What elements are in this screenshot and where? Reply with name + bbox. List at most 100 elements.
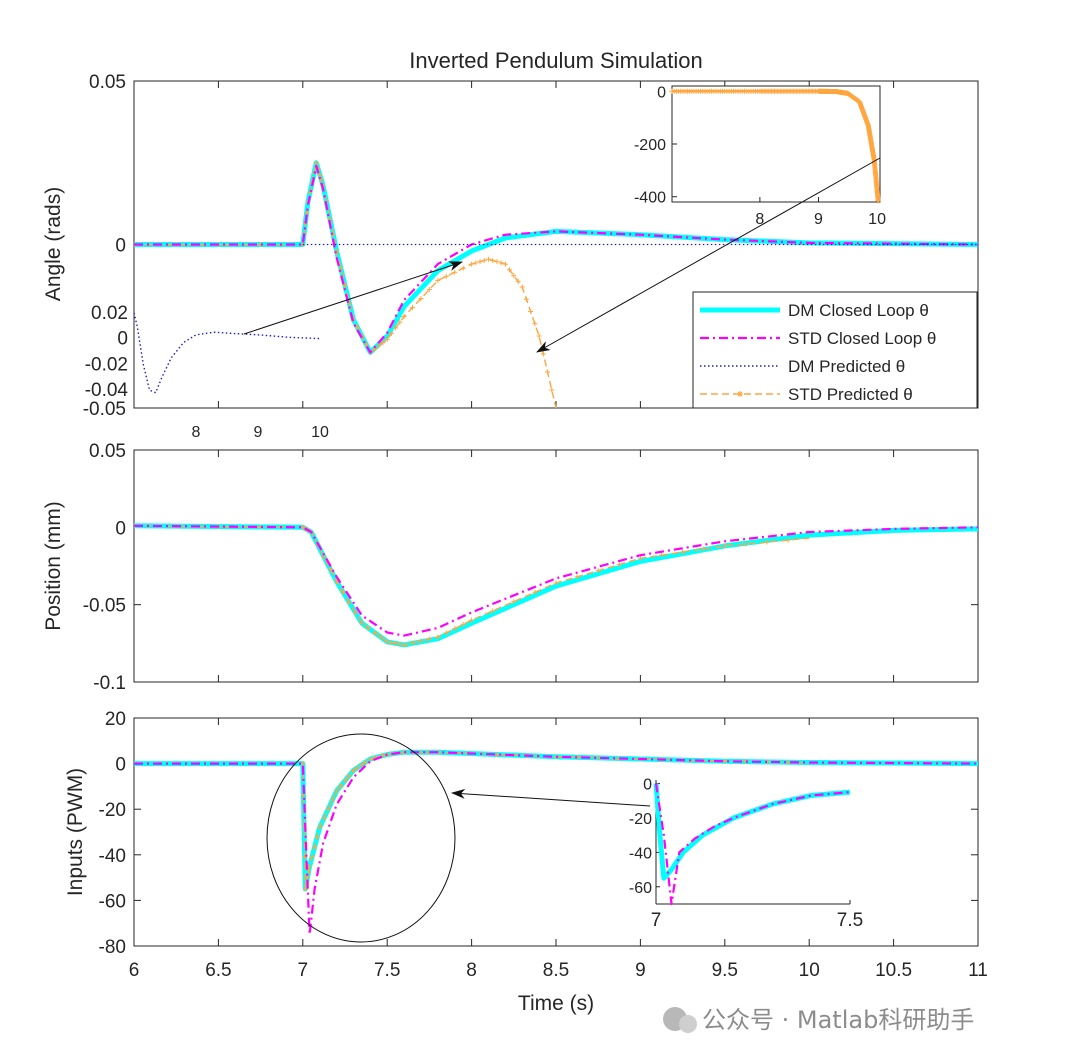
inputs-ytick-label: -40 [99,846,126,867]
angle-ylabel: Angle (rads) [42,187,65,301]
angle-std-predicted-line-marker [388,331,394,337]
angle-series-group [134,160,978,408]
inputs-std-predicted-line-marker [321,815,327,821]
inputs-std-predicted-line-marker [325,806,331,812]
x-tick-label: 8.5 [543,960,569,981]
angle-inset-xtick-label: 9 [814,211,823,228]
legend-label-dm_pred: DM Predicted θ [788,357,905,376]
angle-arrow-std [536,157,881,353]
position-std-predicted-line-marker [378,634,384,640]
angle-std-predicted-line-marker [477,259,483,265]
inputs-std-predicted-line-marker [785,759,791,765]
inputs-std-predicted-line-marker [494,751,500,757]
inputs-std-predicted-line-marker [302,886,308,892]
angle-std-predicted-line-marker [523,296,529,302]
angle-std-predicted-line-marker [515,278,521,284]
inputs-std-predicted-line-marker [300,761,306,767]
x-tick-label: 7 [298,960,309,981]
angle-std-predicted-line-marker [485,256,491,262]
angle-inset-std-predicted-line-markers [669,88,881,204]
position-std-predicted-line-marker [384,639,390,645]
inputs-std-predicted-line-marker [595,755,601,761]
angle-std-predicted-line-marker [481,257,487,263]
inputs-ytick-label: 0 [115,755,126,776]
inputs-std-predicted-line-marker [342,778,348,784]
inputs-std-predicted-line-marker [359,762,365,768]
legend-label-std_closed: STD Closed Loop θ [788,329,936,348]
angle-std-predicted-line-marker [342,282,348,288]
legend-marker-std-pred [737,391,743,397]
position-std-predicted-line-marker [327,566,333,572]
inputs-std-predicted-line-marker [355,765,361,771]
angle-std-predicted-line-marker [528,309,534,315]
angle-std-predicted-line-marker [536,333,542,339]
inputs-arrow [451,788,651,807]
angle-dm-predicted-inset-line [133,312,321,394]
inputs-inset-std-line [654,783,851,906]
angle-inset-series [669,88,881,204]
position-std-predicted-line-marker [426,636,432,642]
x-tick-label: 10.5 [875,960,912,981]
position-ytick-label: 0 [115,518,126,539]
inputs-zoom-circle [266,733,456,943]
inputs-std-predicted-line-marker [722,758,728,764]
position-std-predicted-line-marker [397,641,403,647]
position-std-predicted-line-marker [353,610,359,616]
inputs-std-predicted-line-marker [350,767,356,773]
legend-label-dm_closed: DM Closed Loop θ [788,301,929,320]
x-tick-label: 6.5 [205,960,231,981]
position-std-predicted-line-marker [393,640,399,646]
inputs-ytick-label: -20 [99,800,126,821]
x-tick-label: 10 [799,960,820,981]
angle-std-predicted-line-marker [313,160,319,166]
position-std-predicted-line-marker [452,626,458,632]
x-tick-label: 11 [968,960,988,981]
angle-inset-ytick-label: -400 [634,190,666,207]
inputs-inset-ytick-label: -60 [629,880,652,897]
angle-std-predicted-line-marker [363,341,369,347]
inputs-std-predicted-line-marker [367,756,373,762]
angle-ytick-label: -0.05 [83,399,126,420]
angle-arrow-dm [243,261,463,335]
angle-std-predicted-line-marker [443,273,449,279]
angle-std-predicted-line-marker [401,313,407,319]
position-std-predicted-line-marker [616,561,622,567]
angle-std-predicted-line-marker [384,336,390,342]
angle-std-predicted-line-marker [498,260,504,266]
inputs-ytick-label: 20 [105,709,126,730]
angle-std-predicted-line-marker [494,259,500,265]
position-std-predicted-line-marker [334,578,340,584]
inputs-std-predicted-line-marker [329,797,335,803]
position-ytick-label: 0.05 [89,441,126,462]
angle-inset-xtick-label: 8 [755,211,764,228]
angle-std-predicted-line-marker [418,295,424,301]
angle-std-predicted-line-marker [507,267,513,273]
position-series-group [134,523,978,648]
inputs-ytick-label: -80 [99,937,126,958]
inputs-inset-ytick-label: -40 [629,845,652,862]
angle-std-predicted-line-marker [490,257,496,263]
position-std-predicted-line-marker [511,599,517,605]
inputs-std-closed-line [134,751,978,936]
angle-dm-inset-xtick-label: 10 [311,424,329,441]
position-std-predicted-line-marker [443,630,449,636]
position-ytick-label: -0.1 [93,673,126,694]
angle-std-predicted-line-marker [410,304,416,310]
angle-std-predicted-line-marker [426,286,432,292]
inputs-std-predicted-line-marker [302,855,308,861]
inputs-std-predicted-line-marker [346,773,352,779]
x-tick-label: 9 [635,960,646,981]
inputs-series-group [134,749,978,936]
inputs-inset-ytick-label: -20 [629,811,652,828]
position-std-predicted-line-marker [346,599,352,605]
angle-dm-inset-xtick-label: 8 [192,424,201,441]
position-std-predicted-line-marker [764,539,770,545]
position-std-predicted-line-marker [372,630,378,636]
angle-dm-inset-ytick-label: -0.04 [85,380,129,401]
x-tick-label: 7.5 [374,960,400,981]
position-std-predicted-line-marker [340,589,346,595]
inputs-inset-xtick-label: 7.5 [837,910,863,931]
legend: DM Closed Loop θ STD Closed Loop θ DM Pred… [692,291,978,409]
position-std-predicted-line-marker [637,555,643,561]
